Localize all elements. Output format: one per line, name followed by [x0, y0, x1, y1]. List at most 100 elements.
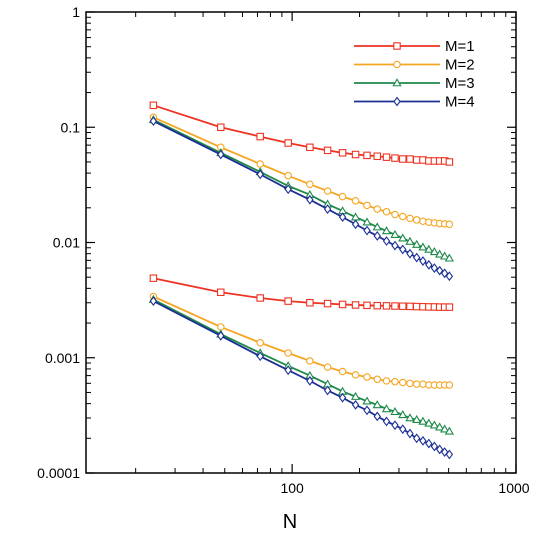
circle-marker	[217, 323, 225, 331]
square-marker	[217, 288, 225, 297]
plot-area	[148, 101, 455, 460]
circle-marker	[445, 220, 454, 228]
diamond-marker	[419, 256, 427, 266]
triangle-marker	[372, 222, 382, 231]
square-marker	[412, 302, 421, 311]
diamond-marker	[430, 263, 439, 273]
legend-label: M=2	[445, 57, 475, 74]
square-marker	[338, 300, 347, 309]
circle-marker	[373, 205, 382, 213]
diamond-marker	[393, 96, 401, 107]
series-line	[152, 300, 450, 456]
diamond-marker	[391, 420, 399, 431]
diamond-marker	[435, 265, 444, 276]
square-marker	[445, 158, 454, 166]
y-tick-label: 1	[72, 4, 80, 20]
triangle-marker	[398, 409, 408, 419]
square-marker	[306, 299, 314, 307]
square-marker	[338, 149, 347, 157]
triangle-marker	[418, 416, 428, 425]
triangle-marker	[435, 422, 445, 431]
triangle-marker	[405, 413, 415, 422]
triangle-marker	[405, 236, 415, 245]
diamond-marker	[435, 444, 444, 455]
triangle-marker	[381, 226, 392, 235]
square-marker	[382, 153, 391, 161]
square-marker	[406, 155, 414, 163]
diamond-marker	[412, 252, 421, 263]
triangle-marker	[412, 239, 422, 248]
diamond-marker	[351, 399, 360, 410]
circle-marker	[393, 60, 401, 69]
square-marker	[284, 139, 292, 147]
diamond-marker	[382, 416, 391, 427]
triangle-marker	[444, 426, 455, 435]
triangle-marker	[390, 406, 400, 416]
square-marker	[363, 301, 371, 310]
triangle-marker	[429, 420, 440, 429]
circle-marker	[323, 363, 332, 371]
diamond-marker	[284, 184, 292, 195]
diamond-marker	[425, 259, 433, 270]
triangle-marker	[412, 414, 422, 424]
circle-marker	[351, 371, 360, 379]
circle-marker	[419, 380, 427, 388]
square-marker	[445, 303, 454, 311]
triangle-marker	[372, 400, 382, 409]
diamond-marker	[373, 411, 381, 422]
diamond-marker	[149, 116, 158, 127]
triangle-marker	[392, 78, 402, 87]
series-line	[152, 120, 450, 277]
triangle-marker	[350, 391, 361, 400]
triangle-marker	[424, 418, 434, 427]
circle-marker	[399, 378, 407, 387]
square-marker	[323, 146, 332, 155]
circle-marker	[351, 197, 360, 205]
y-tick-label: 0.0001	[37, 465, 80, 481]
diamond-marker	[440, 268, 449, 279]
square-marker	[217, 123, 225, 132]
circle-marker	[412, 216, 421, 224]
circle-marker	[363, 201, 371, 210]
square-marker	[306, 143, 314, 152]
triangle-marker	[444, 253, 455, 262]
square-marker	[373, 152, 382, 161]
series-lower-m1	[149, 274, 454, 311]
diamond-marker	[323, 385, 332, 396]
series-lower-m4	[149, 296, 454, 460]
diamond-marker	[425, 438, 433, 449]
square-marker	[399, 302, 407, 310]
diamond-marker	[412, 433, 421, 444]
triangle-marker	[418, 242, 428, 251]
circle-marker	[284, 349, 292, 357]
legend-label: M=1	[445, 38, 475, 55]
series-upper-m2	[149, 113, 454, 228]
square-marker	[284, 297, 292, 305]
legend-entry: M=2	[354, 57, 475, 74]
diamond-marker	[399, 424, 407, 435]
circle-marker	[256, 338, 264, 347]
circle-marker	[399, 212, 407, 221]
x-axis-label: N	[283, 511, 297, 533]
y-tick-label: 0.01	[53, 235, 80, 251]
diamond-marker	[256, 351, 264, 362]
series-line	[153, 116, 450, 226]
square-marker	[412, 156, 421, 164]
legend-label: M=3	[445, 75, 475, 92]
legend-entry: M=4	[354, 94, 475, 111]
series-lower-m2	[149, 292, 454, 389]
square-marker	[149, 274, 158, 282]
square-marker	[363, 151, 371, 160]
circle-marker	[412, 380, 421, 388]
circle-marker	[419, 217, 427, 225]
series-line	[152, 298, 450, 433]
square-marker	[393, 42, 401, 50]
triangle-marker	[429, 247, 440, 256]
series-upper-m1	[149, 101, 454, 166]
square-marker	[149, 101, 158, 110]
diamond-marker	[445, 449, 454, 460]
series-lower-m3	[148, 294, 455, 435]
square-marker	[391, 302, 399, 310]
circle-marker	[256, 160, 264, 168]
